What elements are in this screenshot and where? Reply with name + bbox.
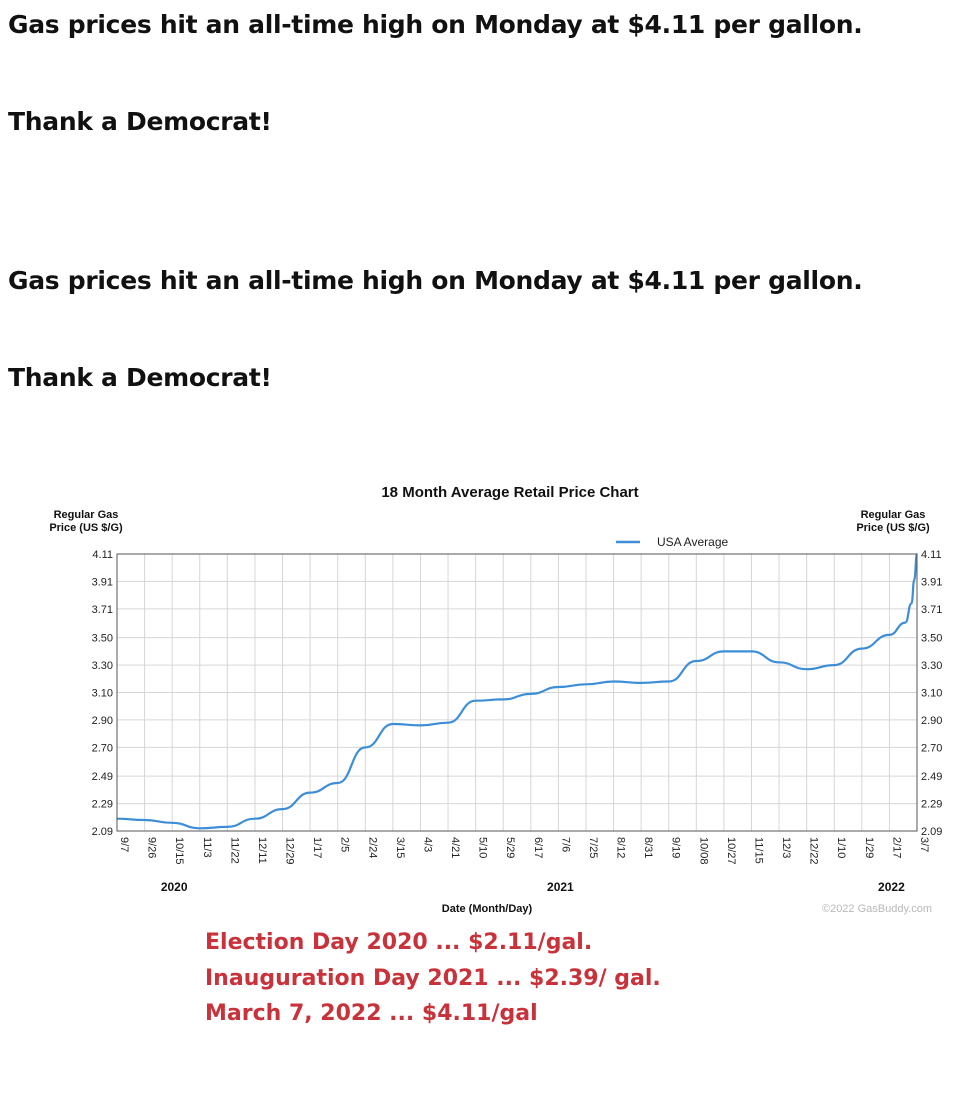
x-tick-label: 8/31 — [642, 837, 654, 858]
x-tick-label: 5/10 — [477, 837, 489, 858]
series-line-usa-average — [116, 552, 919, 830]
annotation-inauguration-day: Inauguration Day 2021 ... $2.39/ gal. — [205, 966, 661, 991]
x-tick-label: 7/6 — [559, 837, 571, 852]
chart-credit: ©2022 GasBuddy.com — [822, 903, 932, 915]
chart-svg: 18 Month Average Retail Price Chart Regu… — [49, 484, 943, 915]
x-ticks: 9/7 9/26 10/15 11/3 11/22 12/11 12/29 1/17 2/5 2/… — [118, 837, 930, 894]
y-tick-label-right: 3.10 — [921, 688, 942, 700]
left-axis-title-line2: Price (US $/G) — [49, 522, 123, 534]
x-tick-label: 10/15 — [173, 837, 185, 865]
x-tick-label: 3/7 — [918, 837, 930, 852]
y-tick-label-right: 2.70 — [921, 742, 942, 754]
y-tick-label-right: 3.91 — [921, 576, 942, 588]
y-tick-label-left: 3.30 — [92, 660, 113, 672]
plot-frame — [116, 553, 918, 832]
headline-2: Gas prices hit an all-time high on Monda… — [8, 266, 863, 295]
y-tick-label-right: 4.11 — [921, 549, 942, 561]
x-tick-label: 1/10 — [835, 837, 847, 858]
y-tick-label-right: 2.90 — [921, 715, 942, 727]
annotation-election-day: Election Day 2020 ... $2.11/gal. — [205, 930, 593, 955]
x-tick-label: 1/29 — [863, 837, 875, 858]
y-tick-label-right: 3.50 — [921, 633, 942, 645]
right-axis-title-line2: Price (US $/G) — [856, 522, 930, 534]
x-tick-label: 12/11 — [256, 837, 268, 864]
gas-price-chart: 18 Month Average Retail Price Chart Regu… — [40, 470, 960, 930]
x-tick-label: 7/25 — [587, 837, 599, 858]
tagline-2: Thank a Democrat! — [8, 363, 272, 392]
y-tick-label-right: 3.71 — [921, 604, 942, 616]
y-tick-label-left: 2.29 — [92, 799, 113, 811]
y-ticks: 4.11 4.11 3.91 3.91 3.71 3.71 3.50 3.50 3.30 3.30… — [92, 549, 943, 838]
x-tick-label: 9/26 — [146, 837, 158, 858]
headline-1: Gas prices hit an all-time high on Monda… — [8, 10, 863, 39]
y-tick-label-left: 2.49 — [92, 771, 113, 783]
x-tick-label: 11/22 — [228, 837, 240, 864]
y-tick-label-right: 2.49 — [921, 771, 942, 783]
y-tick-label-left: 3.91 — [92, 576, 113, 588]
chart-title: 18 Month Average Retail Price Chart — [381, 484, 638, 501]
x-tick-label: 12/29 — [284, 837, 296, 865]
x-tick-label: 4/3 — [421, 837, 433, 852]
x-tick-label: 9/19 — [670, 837, 682, 858]
x-tick-label: 12/3 — [780, 837, 792, 858]
right-axis-title-line1: Regular Gas — [861, 509, 926, 521]
y-tick-label-left: 3.50 — [92, 633, 113, 645]
x-tick-label: 11/3 — [201, 837, 213, 858]
x-tick-label: 10/08 — [697, 837, 709, 865]
y-tick-label-left: 2.90 — [92, 715, 113, 727]
y-tick-label-left: 4.11 — [92, 549, 113, 561]
x-axis-title: Date (Month/Day) — [442, 903, 533, 915]
legend-label: USA Average — [657, 535, 728, 549]
year-label: 2021 — [547, 880, 574, 894]
x-tick-label: 2/5 — [339, 837, 351, 852]
x-tick-label: 9/7 — [118, 837, 130, 852]
annotation-march-7: March 7, 2022 ... $4.11/gal — [205, 1001, 538, 1026]
x-tick-label: 1/17 — [311, 837, 323, 858]
tagline-1: Thank a Democrat! — [8, 107, 272, 136]
y-tick-label-right: 3.30 — [921, 660, 942, 672]
x-tick-label: 8/12 — [615, 837, 627, 858]
x-tick-label: 12/22 — [808, 837, 820, 865]
y-tick-label-right: 2.29 — [921, 799, 942, 811]
y-tick-label-left: 3.10 — [92, 688, 113, 700]
x-tick-label: 6/17 — [532, 837, 544, 858]
y-tick-label-left: 3.71 — [92, 604, 113, 616]
x-tick-label: 4/21 — [449, 837, 461, 858]
y-tick-label-left: 2.09 — [92, 826, 113, 838]
x-tick-label: 11/15 — [752, 837, 764, 864]
x-tick-label: 3/15 — [394, 837, 406, 858]
year-label: 2020 — [161, 880, 188, 894]
left-axis-title-line1: Regular Gas — [54, 509, 119, 521]
y-tick-label-left: 2.70 — [92, 742, 113, 754]
x-tick-label: 10/27 — [725, 837, 737, 865]
x-tick-label: 2/17 — [890, 837, 902, 858]
x-tick-label: 2/24 — [366, 837, 378, 858]
year-label: 2022 — [878, 880, 905, 894]
x-tick-label: 5/29 — [504, 837, 516, 858]
y-tick-label-right: 2.09 — [921, 826, 942, 838]
grid — [116, 553, 918, 832]
series — [116, 552, 919, 830]
